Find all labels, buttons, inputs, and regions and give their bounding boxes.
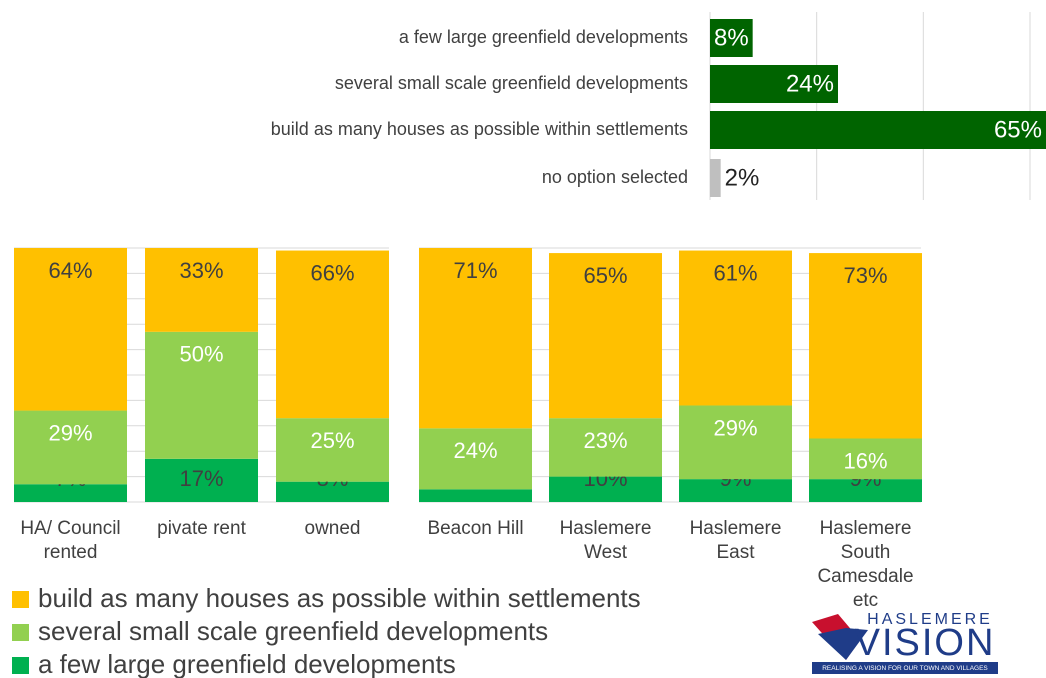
hbar-plot: 8% 24% 65% 2%	[709, 12, 1046, 200]
value-label: 71%	[453, 258, 497, 283]
value-label: 29%	[713, 415, 757, 440]
value-label: 64%	[48, 258, 92, 283]
logo: HASLEMERE VISION REALISING A VISION FOR …	[812, 611, 998, 674]
logo-main: VISION	[855, 622, 996, 664]
category-label: a few large greenfield developments	[399, 27, 688, 47]
logo-shape	[818, 628, 868, 660]
x-tick-label: Beacon Hill	[427, 518, 524, 539]
value-label: 73%	[843, 263, 887, 288]
x-tick-label: HA/ Council rented	[20, 518, 121, 563]
legend-swatch	[12, 624, 29, 641]
bar-segment	[14, 410, 127, 485]
value-label: 16%	[843, 448, 887, 473]
value-label: 61%	[713, 260, 757, 285]
value-label: 66%	[310, 260, 354, 285]
bar-segment	[276, 481, 389, 502]
value-label: 24%	[453, 438, 497, 463]
bar	[710, 111, 1046, 149]
bar-segment	[419, 489, 532, 502]
bar-segment	[679, 405, 792, 480]
value-label: 8%	[714, 24, 749, 51]
value-label: 24%	[786, 70, 834, 97]
value-label: 25%	[310, 428, 354, 453]
bar-segment	[809, 438, 922, 480]
legend-label: a few large greenfield developments	[38, 649, 456, 678]
bar-segment	[145, 248, 258, 332]
category-label: no option selected	[542, 167, 688, 187]
value-label: 23%	[583, 428, 627, 453]
bar-segment	[549, 253, 662, 419]
bar-segment	[145, 458, 258, 502]
bar-segment	[679, 479, 792, 502]
category-label: several small scale greenfield developme…	[335, 73, 688, 93]
x-tick-label: pivate rent	[157, 518, 246, 539]
bar-segment	[679, 250, 792, 406]
bar-segment	[145, 331, 258, 459]
value-label: 17%	[179, 466, 223, 491]
logo-tagline: REALISING A VISION FOR OUR TOWN AND VILL…	[822, 665, 988, 672]
bar-segment	[549, 476, 662, 502]
value-label: 65%	[583, 263, 627, 288]
logo-band	[812, 662, 998, 674]
bar	[710, 65, 838, 103]
value-label: 50%	[179, 342, 223, 367]
value-label: 2%	[725, 164, 760, 191]
value-label: 29%	[48, 420, 92, 445]
bar	[710, 19, 753, 57]
bar-segment	[276, 250, 389, 419]
bar-segment	[809, 253, 922, 439]
logo-top: HASLEMERE	[867, 611, 993, 628]
x-tick-label: owned	[304, 518, 361, 539]
x-tick-label: Haslemere East	[689, 518, 782, 563]
legend-label: several small scale greenfield developme…	[38, 616, 548, 646]
bar-segment	[419, 248, 532, 429]
bar-segment	[419, 428, 532, 490]
x-tick-label: Haslemere West	[559, 518, 652, 563]
bar-segment	[14, 484, 127, 502]
bar	[710, 159, 721, 197]
bar-segment	[809, 479, 922, 502]
bar-segment	[14, 248, 127, 411]
legend-swatch	[12, 591, 29, 608]
bar-segment	[549, 418, 662, 477]
bar-segment	[276, 418, 389, 482]
category-label: build as many houses as possible within …	[271, 119, 688, 139]
legend-label: build as many houses as possible within …	[38, 583, 641, 613]
x-tick-label: Haslemere South Camesdale etc	[817, 518, 914, 611]
value-label: 65%	[994, 116, 1042, 143]
legend-swatch	[12, 657, 29, 674]
value-label: 33%	[179, 258, 223, 283]
